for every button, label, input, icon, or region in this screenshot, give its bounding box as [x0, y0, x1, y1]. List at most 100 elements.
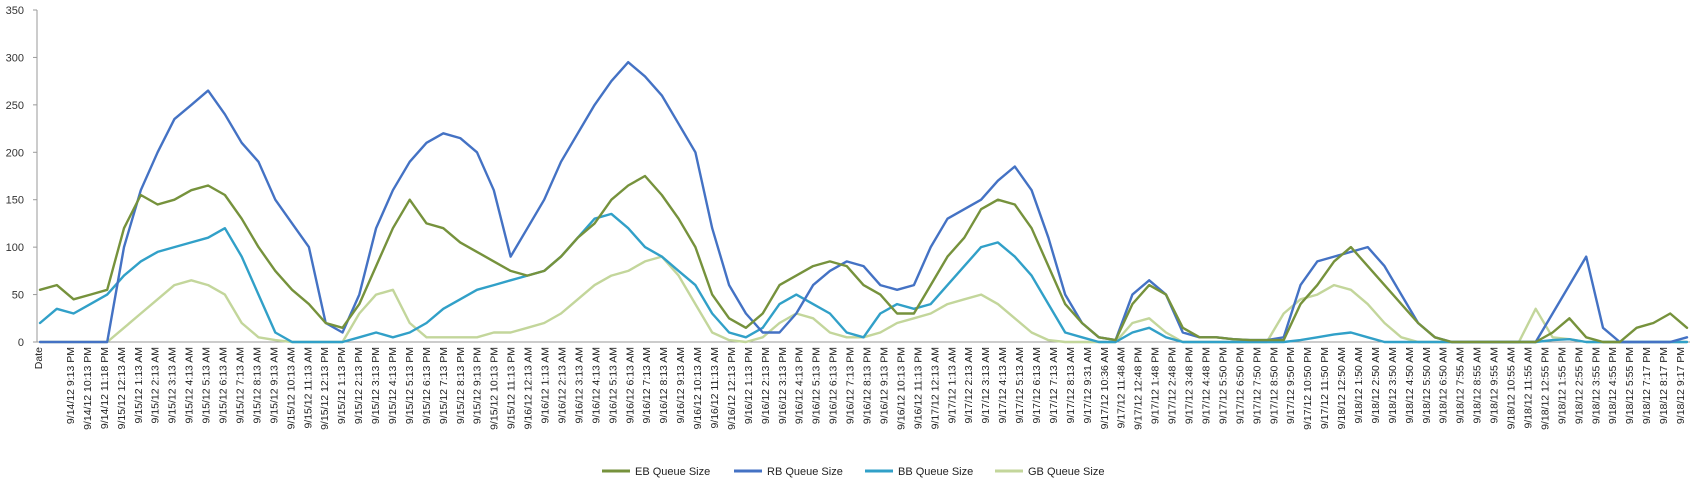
x-tick-label: 9/14/12 11:18 PM [99, 347, 111, 429]
legend-label-gb: GB Queue Size [1028, 466, 1104, 478]
x-tick-label: 9/17/12 7:50 PM [1251, 347, 1263, 424]
x-tick-label: 9/17/12 8:50 PM [1268, 347, 1280, 424]
x-tick-label: 9/15/12 10:13 AM [285, 347, 297, 429]
x-tick-label: 9/15/12 7:13 AM [235, 347, 247, 423]
x-tick-label: 9/16/12 8:13 AM [658, 347, 670, 423]
x-tick-label: 9/15/12 3:13 PM [370, 347, 382, 424]
x-tick-label: 9/16/12 10:13 PM [895, 347, 907, 430]
x-tick-label: 9/15/12 12:13 AM [116, 347, 128, 429]
y-tick-label: 300 [6, 52, 24, 64]
x-tick-label: 9/18/12 7:55 AM [1455, 347, 1467, 423]
legend-label-bb: BB Queue Size [898, 466, 973, 478]
x-tick-label: 9/18/12 4:55 PM [1607, 347, 1619, 424]
x-tick-label: 9/15/12 1:13 PM [336, 347, 348, 424]
x-tick-label: 9/17/12 1:13 AM [946, 347, 958, 423]
x-tick-label: 9/16/12 2:13 AM [557, 347, 569, 423]
x-tick-label: 9/16/12 3:13 AM [573, 347, 585, 423]
x-tick-label: 9/16/12 7:13 PM [845, 347, 857, 424]
x-tick-label: 9/17/12 2:48 PM [1167, 347, 1179, 424]
x-tick-label: 9/18/12 9:17 PM [1675, 347, 1687, 424]
x-tick-label: 9/16/12 4:13 PM [794, 347, 806, 424]
x-tick-label: 9/18/12 1:50 AM [1353, 347, 1365, 423]
x-tick-label: 9/17/12 6:13 AM [1031, 347, 1043, 423]
x-tick-label: 9/18/12 8:17 PM [1658, 347, 1670, 424]
x-tick-label: 9/18/12 1:55 PM [1556, 347, 1568, 424]
x-tick-label: 9/15/12 3:13 AM [167, 347, 179, 423]
x-tick-label: 9/17/12 12:48 PM [1133, 347, 1145, 430]
y-tick-label: 50 [12, 290, 24, 302]
x-tick-label: 9/17/12 3:48 PM [1184, 347, 1196, 424]
x-tick-label: 9/17/12 2:13 AM [963, 347, 975, 423]
series-line-eb [38, 174, 1689, 344]
x-tick-label: 9/15/12 6:13 AM [218, 347, 230, 423]
x-tick-label: 9/15/12 2:13 AM [150, 347, 162, 423]
x-tick-label: 9/16/12 9:13 AM [675, 347, 687, 423]
x-tick-label: 9/18/12 5:55 PM [1624, 347, 1636, 424]
x-tick-label: 9/15/12 10:13 PM [489, 347, 501, 430]
y-tick-label: 150 [6, 195, 24, 207]
x-tick-label: 9/18/12 6:50 AM [1438, 347, 1450, 423]
x-axis-title: Date [33, 347, 45, 369]
y-tick-label: 0 [18, 337, 24, 349]
x-tick-label: 9/16/12 9:13 PM [879, 347, 891, 424]
x-tick-label: 9/17/12 3:13 AM [980, 347, 992, 423]
x-tick-label: 9/16/12 4:13 AM [590, 347, 602, 423]
x-tick-label: 9/17/12 11:50 PM [1319, 347, 1331, 429]
x-tick-label: 9/14/12 10:13 PM [82, 347, 94, 430]
x-tick-label: 9/15/12 11:13 AM [302, 347, 314, 429]
x-tick-label: 9/16/12 1:13 AM [540, 347, 552, 423]
y-axis: 0 50 100 150 200 250 300 350 [6, 5, 38, 349]
x-tick-label: 9/16/12 11:13 AM [709, 347, 721, 429]
x-tick-label: 9/16/12 7:13 AM [641, 347, 653, 423]
x-tick-label: 9/18/12 9:55 AM [1489, 347, 1501, 423]
x-tick-label: 9/18/12 2:50 AM [1370, 347, 1382, 423]
x-tick-label: 9/14/12 9:13 PM [65, 347, 77, 424]
x-tick-label: 9/15/12 2:13 PM [353, 347, 365, 424]
y-tick-label: 250 [6, 100, 24, 112]
x-tick-label: 9/18/12 12:55 PM [1539, 347, 1551, 430]
x-tick-label: 9/16/12 8:13 PM [862, 347, 874, 424]
series-line-rb [38, 61, 1689, 344]
x-tick-label: 9/16/12 2:13 PM [760, 347, 772, 424]
x-tick-label: 9/16/12 10:13 AM [692, 347, 704, 429]
x-tick-label: 9/17/12 1:48 PM [1150, 347, 1162, 424]
x-tick-label: 9/15/12 7:13 PM [438, 347, 450, 424]
x-tick-label: 9/16/12 5:13 PM [811, 347, 823, 424]
y-tick-label: 100 [6, 242, 24, 254]
x-tick-label: 9/17/12 10:50 PM [1302, 347, 1314, 430]
x-tick-label: 9/15/12 5:13 AM [201, 347, 213, 423]
x-tick-label: 9/18/12 8:55 AM [1472, 347, 1484, 423]
x-tick-label: 9/16/12 5:13 AM [607, 347, 619, 423]
x-tick-label: 9/15/12 12:13 PM [319, 347, 331, 430]
x-tick-label: 9/17/12 11:48 AM [1116, 347, 1128, 429]
legend: EB Queue Size RB Queue Size BB Queue Size G… [602, 466, 1104, 478]
x-tick-label: 9/17/12 5:13 AM [1014, 347, 1026, 423]
x-tick-label: 9/17/12 8:13 AM [1065, 347, 1077, 423]
x-tick-label: 9/16/12 6:13 PM [828, 347, 840, 424]
x-axis: 9/14/12 9:13 PM 9/14/12 10:13 PM 9/14/12 1… [33, 341, 1690, 430]
x-tick-label: 9/15/12 11:13 PM [506, 347, 518, 429]
x-tick-label: 9/15/12 1:13 AM [133, 347, 145, 423]
x-tick-label: 9/15/12 9:13 AM [268, 347, 280, 423]
y-tick-label: 200 [6, 147, 24, 159]
x-tick-label: 9/15/12 8:13 PM [455, 347, 467, 424]
x-tick-label: 9/15/12 6:13 PM [421, 347, 433, 424]
series-line-gb [38, 255, 1689, 344]
x-tick-label: 9/18/12 10:55 AM [1506, 347, 1518, 429]
series-line-bb [38, 212, 1689, 344]
legend-label-rb: RB Queue Size [767, 466, 843, 478]
x-tick-label: 9/16/12 12:13 AM [523, 347, 535, 429]
x-tick-label: 9/15/12 4:13 AM [184, 347, 196, 423]
x-tick-label: 9/15/12 8:13 AM [251, 347, 263, 423]
x-tick-label: 9/18/12 4:50 AM [1404, 347, 1416, 423]
x-tick-label: 9/17/12 9:50 PM [1285, 347, 1297, 424]
x-tick-label: 9/17/12 9:31 AM [1082, 347, 1094, 423]
x-tick-label: 9/18/12 7:17 PM [1641, 347, 1653, 424]
x-tick-label: 9/18/12 12:50 AM [1336, 347, 1348, 429]
x-tick-label: 9/16/12 3:13 PM [777, 347, 789, 424]
x-tick-label: 9/16/12 11:13 PM [912, 347, 924, 429]
x-tick-label: 9/18/12 3:55 PM [1590, 347, 1602, 424]
x-tick-label: 9/16/12 1:13 PM [743, 347, 755, 424]
